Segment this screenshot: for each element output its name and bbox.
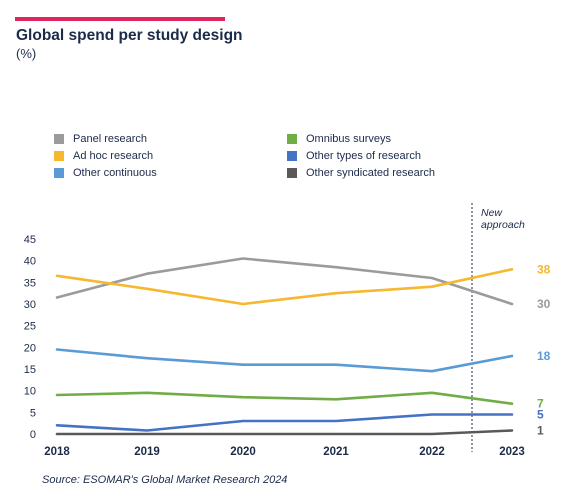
x-tick-label: 2023: [499, 446, 525, 458]
legend-label: Other continuous: [73, 167, 157, 179]
y-tick-label: 0: [30, 429, 36, 441]
title-accent-bar: [15, 17, 225, 21]
legend-item-omnibus-surveys: Omnibus surveys: [287, 133, 391, 145]
x-tick-label: 2019: [134, 446, 160, 458]
y-tick-label: 45: [24, 234, 36, 246]
legend-swatch: [287, 151, 297, 161]
legend-label: Other types of research: [306, 150, 421, 162]
x-tick-label: 2020: [230, 446, 256, 458]
y-tick-label: 35: [24, 277, 36, 289]
source-note: Source: ESOMAR's Global Market Research …: [42, 474, 288, 486]
legend-swatch: [287, 168, 297, 178]
legend-swatch: [54, 151, 64, 161]
legend-label: Omnibus surveys: [306, 133, 391, 145]
end-label-2: 18: [537, 349, 551, 363]
legend-item-other-types-of-research: Other types of research: [287, 150, 421, 162]
end-label-4: 5: [537, 408, 544, 422]
legend-swatch: [287, 134, 297, 144]
x-tick-label: 2021: [323, 446, 349, 458]
legend-item-other-continuous: Other continuous: [54, 167, 157, 179]
y-tick-label: 5: [30, 407, 36, 419]
series-line-1: [55, 267, 514, 306]
chart-title: Global spend per study design: [16, 27, 243, 44]
y-tick-label: 15: [24, 364, 36, 376]
legend-swatch: [54, 168, 64, 178]
legend-item-other-syndicated-research: Other syndicated research: [287, 167, 435, 179]
legend-label: Other syndicated research: [306, 167, 436, 179]
legend-item-ad-hoc-research: Ad hoc research: [54, 150, 153, 162]
end-label-5: 1: [537, 424, 544, 438]
legend-label: Ad hoc research: [73, 150, 154, 162]
series-line-2: [55, 348, 514, 373]
series-line-4: [55, 413, 514, 432]
legend-item-panel-research: Panel research: [54, 133, 147, 145]
chart-subtitle: (%): [16, 46, 37, 61]
series-line-3: [55, 391, 514, 406]
series-line-5: [55, 429, 514, 436]
y-tick-label: 10: [24, 386, 36, 398]
x-tick-label: 2022: [419, 446, 445, 458]
end-label-1: 38: [537, 262, 551, 276]
y-tick-label: 20: [24, 342, 36, 354]
end-label-3: 7: [537, 397, 544, 411]
legend-label: Panel research: [73, 133, 147, 145]
y-tick-label: 30: [24, 299, 36, 311]
legend-swatch: [54, 134, 64, 144]
x-tick-label: 2018: [44, 446, 70, 458]
y-tick-label: 25: [24, 321, 36, 333]
end-label-0: 30: [537, 297, 551, 311]
y-tick-label: 40: [24, 256, 36, 268]
series-line-0: [55, 257, 514, 306]
new-approach-annotation: New approach: [481, 207, 525, 231]
